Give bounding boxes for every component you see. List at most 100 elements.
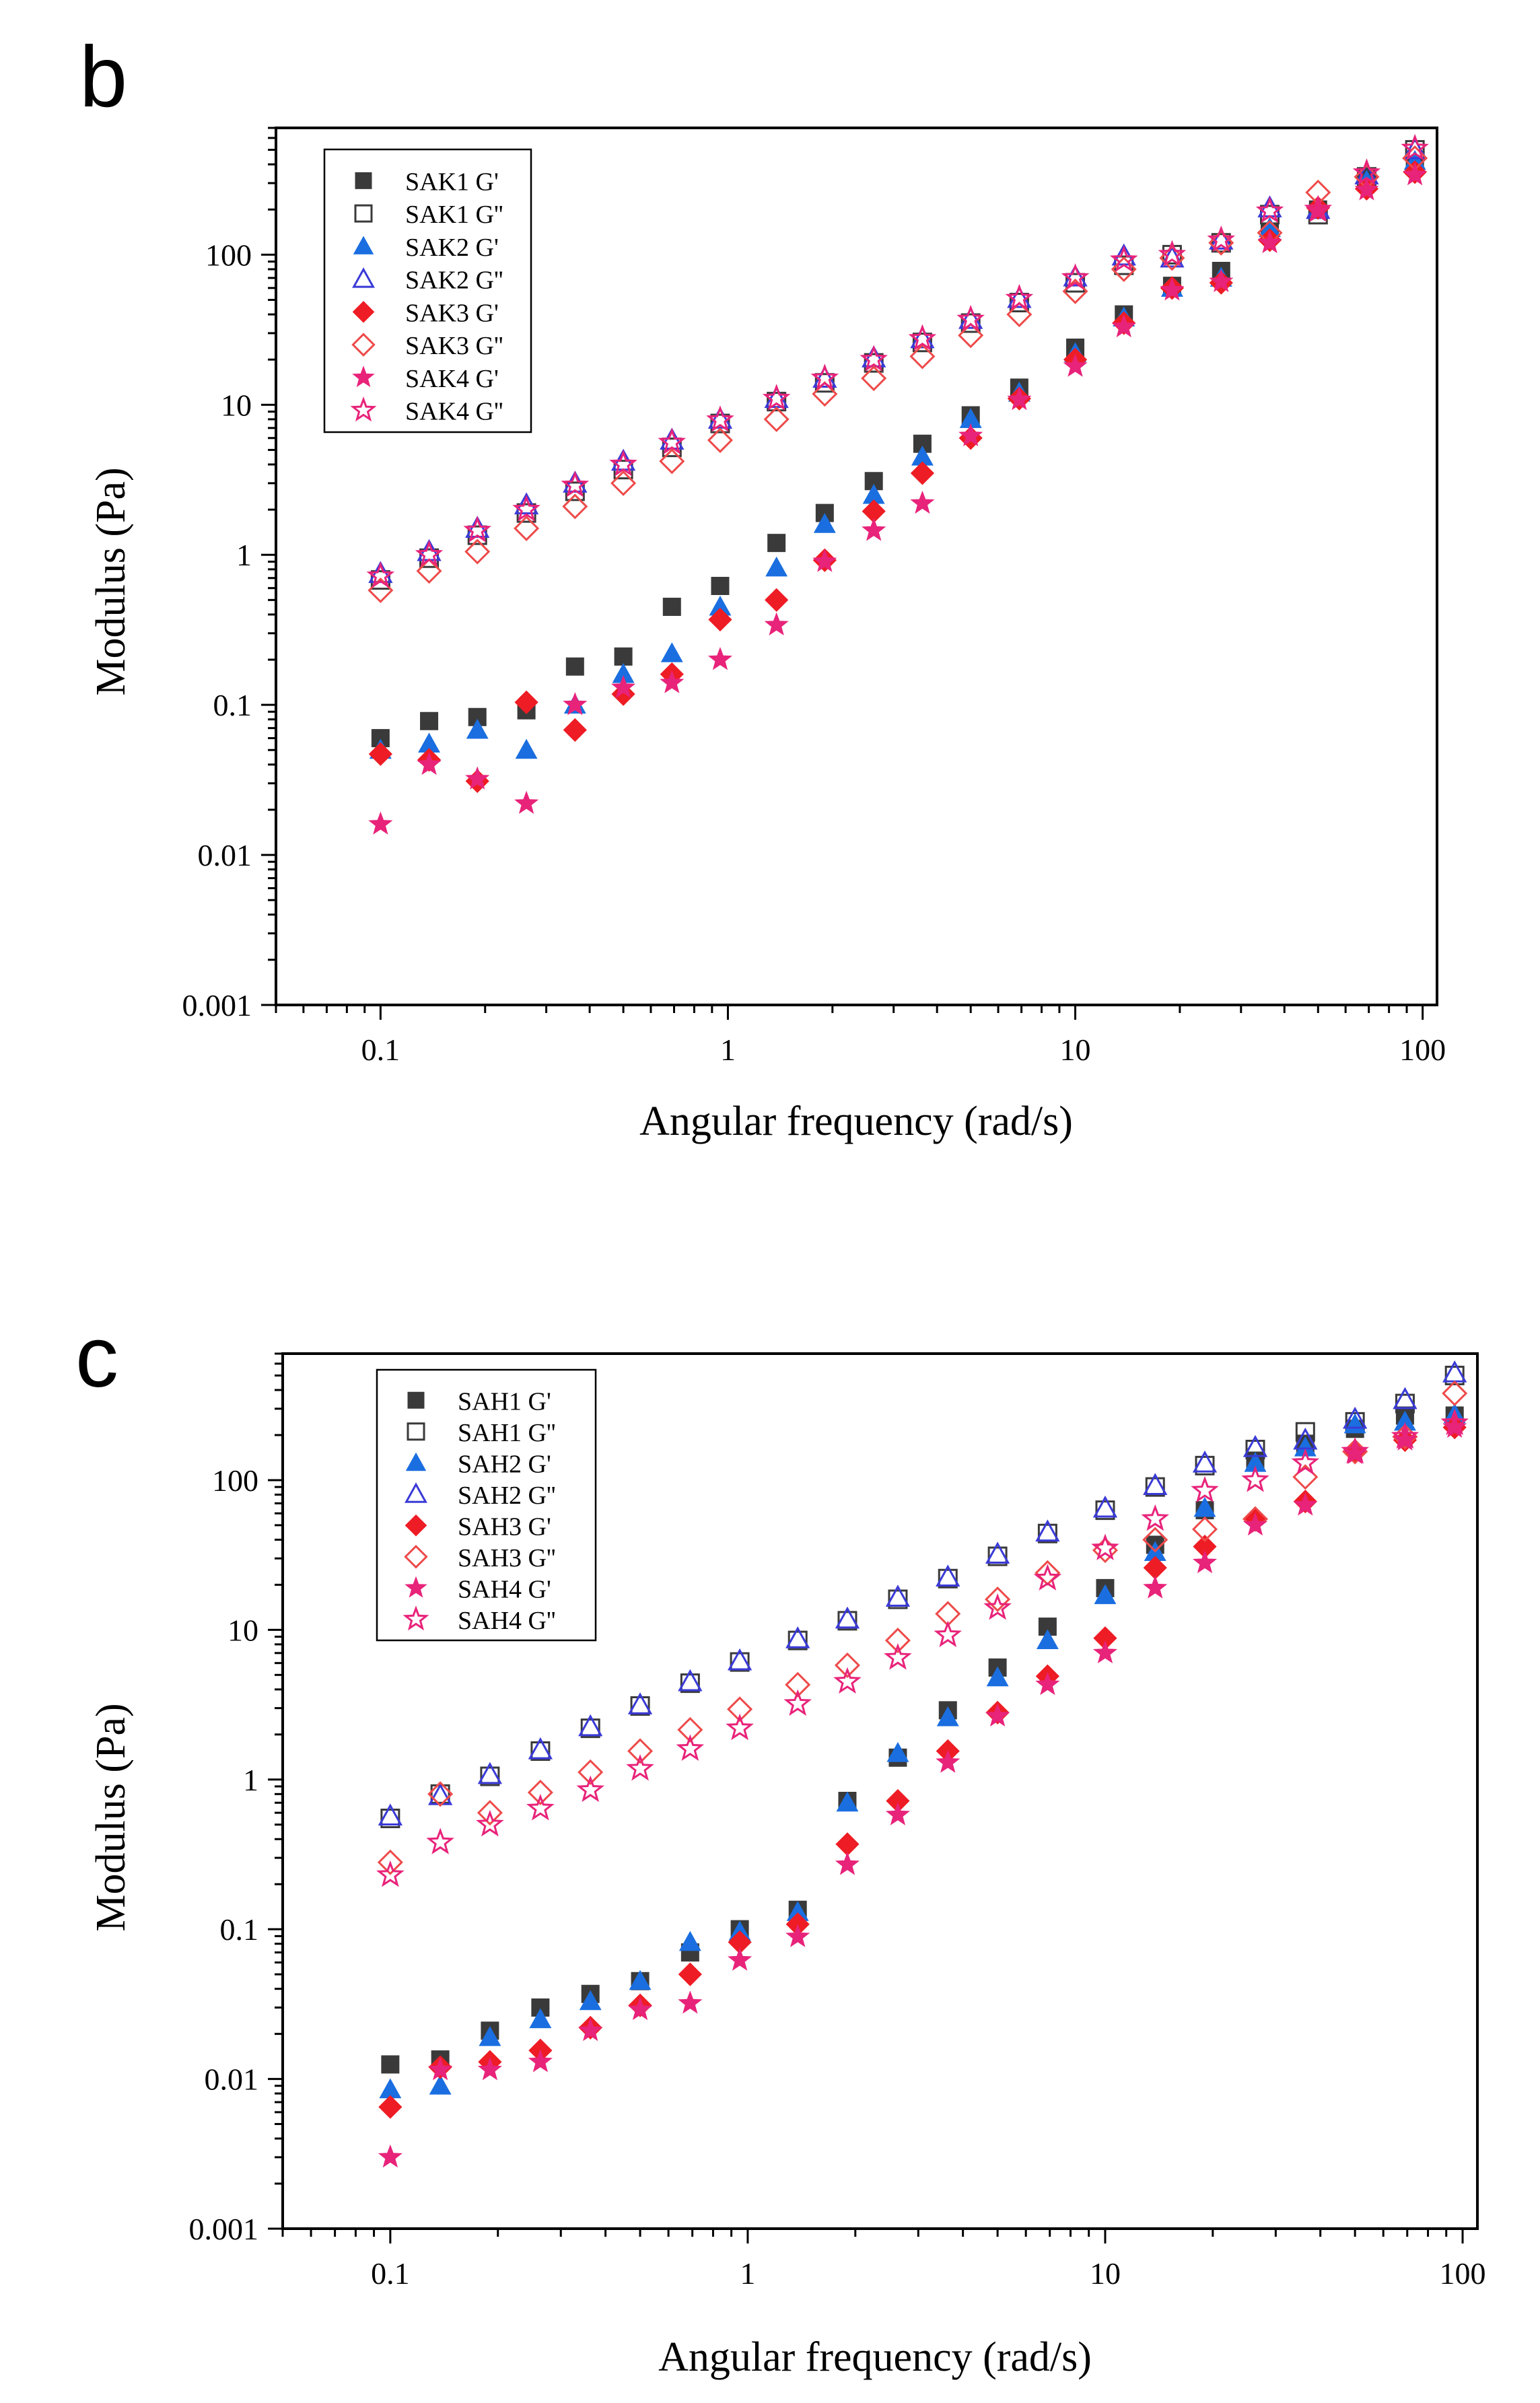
data-point xyxy=(677,1716,703,1743)
data-point xyxy=(985,1586,1011,1612)
data-point xyxy=(527,1779,553,1805)
data-point xyxy=(1241,1465,1269,1492)
data-point xyxy=(658,427,687,455)
data-point xyxy=(610,470,637,496)
data-point xyxy=(427,1783,453,1805)
legend-marker xyxy=(352,365,375,388)
legend: SAH1 G' SAH1 G'' SAH2 G' SAH2 G''SAH3 G' SAH… xyxy=(376,1368,597,1642)
data-point xyxy=(1255,196,1284,223)
data-point xyxy=(563,692,588,716)
data-point xyxy=(514,515,540,542)
y-tick-label: 100 xyxy=(212,1463,258,1498)
legend-marker xyxy=(403,1605,429,1631)
data-point xyxy=(561,471,590,497)
data-point xyxy=(659,448,685,475)
x-axis-title: Angular frequency (rad/s) xyxy=(658,2334,1092,2380)
data-point xyxy=(785,1671,811,1698)
legend-marker xyxy=(405,1482,427,1503)
data-point xyxy=(1094,1584,1117,1605)
data-point xyxy=(711,577,730,596)
data-point xyxy=(1440,1408,1469,1436)
data-point xyxy=(727,1696,753,1722)
y-tick-label: 1 xyxy=(236,538,252,572)
data-point xyxy=(765,588,789,612)
y-tick-label: 0.001 xyxy=(189,2212,259,2246)
data-point xyxy=(886,1741,909,1762)
legend-label: SAK3 G'' xyxy=(405,332,503,360)
y-tick-label: 0.1 xyxy=(213,688,252,722)
data-point xyxy=(528,1737,553,1760)
data-point xyxy=(1242,1512,1268,1536)
data-point xyxy=(833,1667,862,1694)
data-point xyxy=(913,434,932,453)
legend-marker xyxy=(405,1514,427,1537)
data-point xyxy=(762,384,791,411)
data-point xyxy=(660,670,685,693)
data-point xyxy=(1063,353,1088,377)
data-point xyxy=(1007,386,1032,411)
data-point xyxy=(378,2095,403,2119)
data-point xyxy=(810,363,839,390)
data-point xyxy=(783,1689,812,1716)
data-point xyxy=(1291,1448,1320,1475)
data-point xyxy=(614,647,633,666)
legend-marker xyxy=(354,204,373,223)
data-point xyxy=(910,490,935,514)
data-point xyxy=(565,481,585,501)
data-point xyxy=(785,1924,810,1947)
legend-marker xyxy=(355,172,372,189)
data-point xyxy=(1143,1473,1168,1495)
data-point xyxy=(464,538,491,565)
x-tick-label: 1 xyxy=(720,1033,736,1067)
data-point xyxy=(1209,228,1234,250)
data-point xyxy=(477,2057,502,2081)
data-point xyxy=(1293,1492,1318,1516)
data-point xyxy=(862,518,886,541)
x-tick-label: 1 xyxy=(740,2256,755,2291)
data-point xyxy=(1035,1519,1060,1542)
data-point xyxy=(1091,1533,1119,1561)
data-point xyxy=(813,513,836,533)
data-point xyxy=(1191,1475,1219,1503)
data-point xyxy=(378,2144,403,2168)
data-point xyxy=(629,1970,652,1990)
legend-label: SAK2 G'' xyxy=(405,267,503,295)
data-point xyxy=(531,1998,550,2017)
data-point xyxy=(835,1606,860,1629)
data-point xyxy=(985,1541,1010,1564)
plot-frame xyxy=(281,1352,1479,2230)
data-point xyxy=(1352,158,1381,185)
x-axis-title: Angular frequency (rad/s) xyxy=(639,1099,1073,1144)
series-6 xyxy=(368,162,1428,835)
data-point xyxy=(812,365,837,388)
data-point xyxy=(1111,314,1136,338)
y-tick-label: 1 xyxy=(243,1763,258,1797)
data-point xyxy=(1092,1640,1118,1664)
legend-marker xyxy=(351,333,376,357)
data-point xyxy=(512,495,540,522)
data-point xyxy=(378,1803,403,1826)
data-point xyxy=(428,2057,453,2081)
y-tick-label: 0.001 xyxy=(182,988,252,1022)
data-point xyxy=(1141,1504,1170,1531)
data-point xyxy=(1393,1387,1418,1409)
data-point xyxy=(885,1584,911,1607)
data-point xyxy=(563,718,587,742)
data-point xyxy=(377,1849,403,1875)
data-point xyxy=(376,1860,405,1887)
data-point xyxy=(678,1930,701,1951)
data-point xyxy=(381,2055,400,2074)
data-point xyxy=(515,738,538,759)
data-point xyxy=(368,811,393,835)
data-point xyxy=(576,1775,604,1803)
x-tick-label: 100 xyxy=(1399,1033,1446,1067)
data-point xyxy=(379,2078,402,2099)
data-point xyxy=(562,493,588,520)
legend-label: SAK2 G' xyxy=(405,234,499,262)
plot-frame xyxy=(275,127,1438,1006)
data-point xyxy=(1191,1516,1218,1542)
data-point xyxy=(1036,1629,1059,1650)
